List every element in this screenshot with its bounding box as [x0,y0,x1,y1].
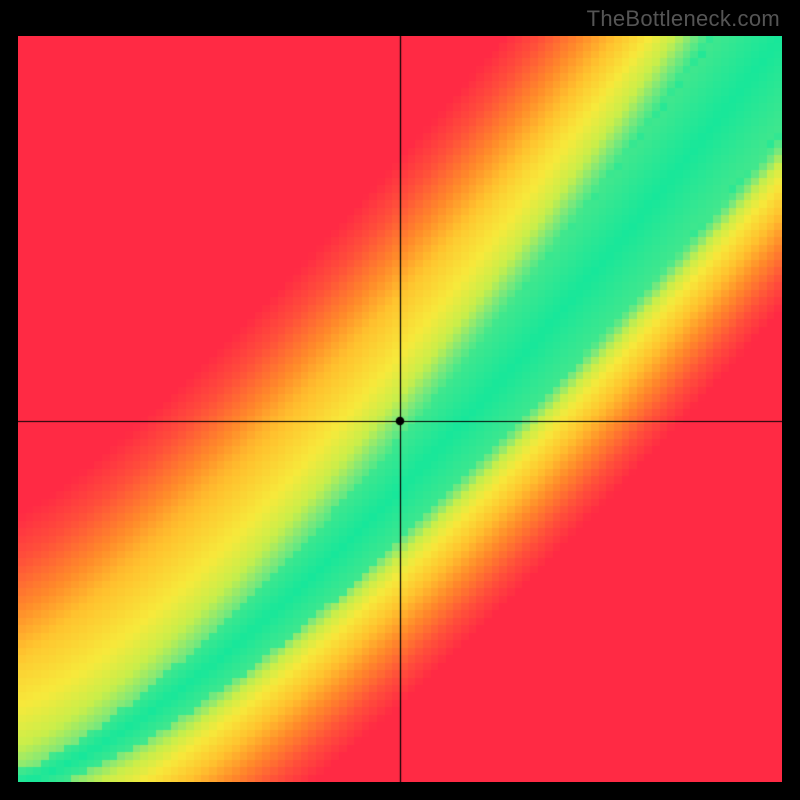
watermark-text: TheBottleneck.com [587,6,780,32]
chart-container: TheBottleneck.com [0,0,800,800]
heatmap-canvas [18,36,782,782]
